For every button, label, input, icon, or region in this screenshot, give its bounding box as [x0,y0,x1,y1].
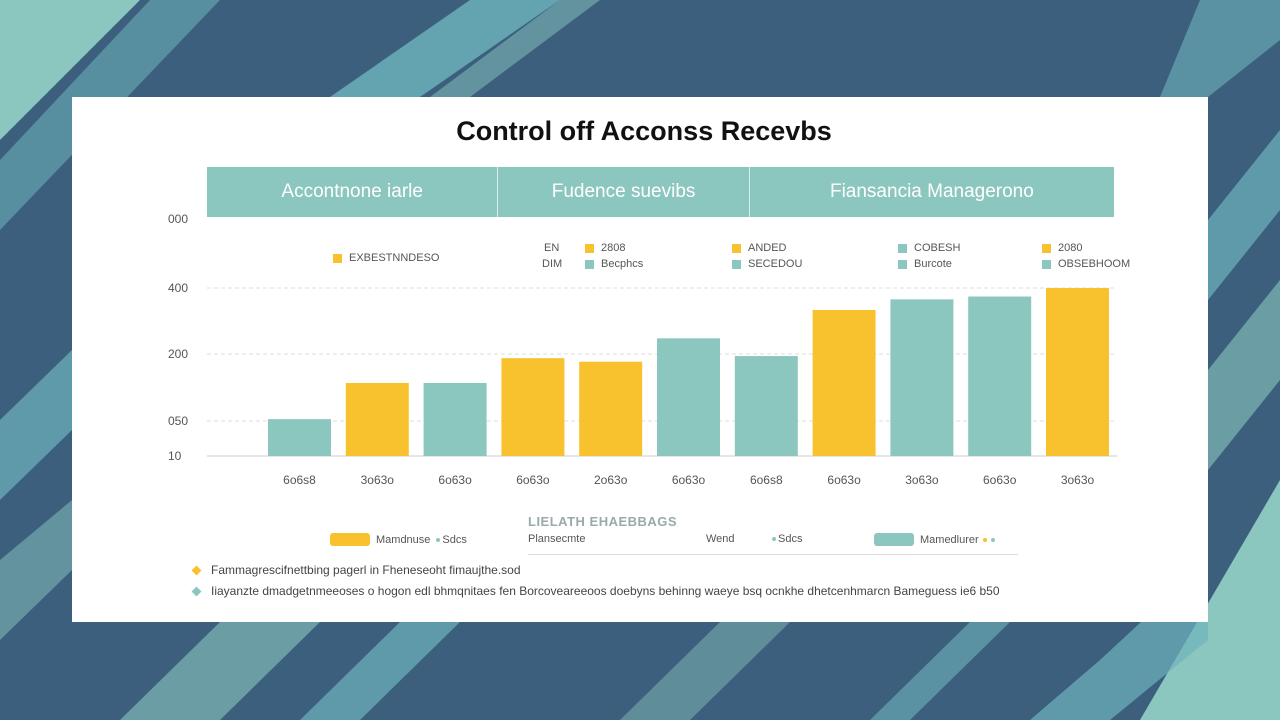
bar [501,358,564,456]
x-tick-label: 6o63o [983,473,1017,487]
legend-dot [983,538,987,542]
bar [813,310,876,456]
bottom-legend-item: Plansecmte [528,533,585,545]
bottom-legend-swatch [330,533,370,546]
bar [1046,288,1109,456]
x-tick-label: 6o63o [516,473,550,487]
sub-heading: LIELATH EHAEBBAGS [528,514,677,529]
x-tick-label: 3o63o [361,473,395,487]
note-line-2: Iiayanzte dmadgetnmeeoses o hogon edl bh… [193,584,1000,598]
bar-chart: 10 050 200 400 000 6o6s8 3o63o 6o63o 6o63o 2o63o 6… [0,0,1280,720]
bar [657,338,720,456]
bottom-legend-label: Wend [706,533,735,545]
y-tick-label: 200 [168,347,188,361]
bar [890,299,953,456]
separator [528,554,1018,555]
y-tick-label: 050 [168,414,188,428]
bottom-legend-label: Sdcs [778,533,802,545]
x-tick-label: 3o63o [1061,473,1095,487]
legend-dot [772,537,776,541]
diamond-icon [192,586,202,596]
bar [268,419,331,456]
x-tick-label: 6o63o [438,473,472,487]
note-text: Iiayanzte dmadgetnmeeoses o hogon edl bh… [211,584,1000,598]
bottom-legend-item: Mamedlurer [874,533,997,546]
note-text: Fammagrescifnettbing pagerl in Fheneseoh… [211,563,521,577]
legend-dot [436,538,440,542]
note-line-1: Fammagrescifnettbing pagerl in Fheneseoh… [193,563,521,577]
bar [424,383,487,456]
x-tick-label: 6o63o [672,473,706,487]
y-tick-label: 400 [168,281,188,295]
bottom-legend-item: Sdcs [770,533,802,545]
x-tick-label: 2o63o [594,473,628,487]
x-tick-label: 6o63o [827,473,861,487]
bottom-legend-label: Mamdnuse [376,534,430,546]
x-tick-label: 6o6s8 [750,473,783,487]
bottom-legend-label: Plansecmte [528,533,585,545]
bottom-legend-item: Mamdnuse Sdcs [330,533,467,546]
bottom-legend: Mamdnuse Sdcs Plansecmte Wend Sdcs Mamed… [330,533,1030,547]
bottom-legend-label: Sdcs [442,534,466,546]
x-tick-label: 6o6s8 [283,473,316,487]
legend-dot [991,538,995,542]
bar [579,362,642,456]
y-tick-label: 10 [168,449,182,463]
bottom-legend-item: Wend [706,533,735,545]
bar [735,356,798,456]
x-tick-label: 3o63o [905,473,939,487]
bottom-legend-swatch [874,533,914,546]
diamond-icon [192,565,202,575]
y-tick-label: 000 [168,212,188,226]
bottom-legend-label: Mamedlurer [920,534,979,546]
bar [968,297,1031,456]
bar [346,383,409,456]
